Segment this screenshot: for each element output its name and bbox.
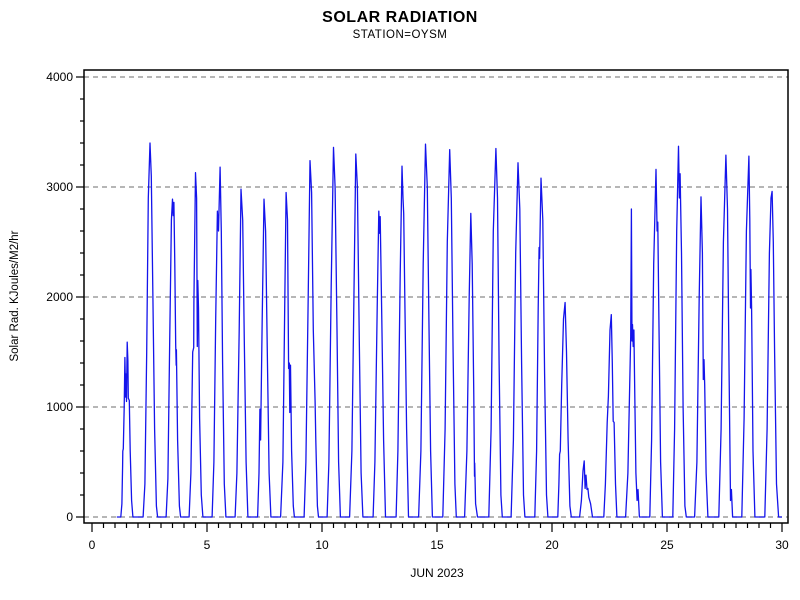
x-axis-ticks-group: [91, 523, 783, 532]
y-tick-label: 2000: [46, 290, 73, 304]
chart-title: SOLAR RADIATION: [322, 9, 478, 26]
y-tick-label: 4000: [46, 70, 73, 84]
x-axis-title: JUN 2023: [410, 566, 464, 580]
x-tick-label: 20: [545, 538, 559, 552]
x-tick-label: 25: [660, 538, 674, 552]
y-tick-label: 3000: [46, 180, 73, 194]
x-tick-label: 30: [775, 538, 789, 552]
x-tick-label: 15: [430, 538, 444, 552]
data-series-group: [116, 142, 782, 518]
y-tick-label: 1000: [46, 400, 73, 414]
chart-subtitle: STATION=OYSM: [353, 29, 448, 41]
y-tick-label: 0: [66, 510, 73, 524]
x-tick-label: 5: [204, 538, 211, 552]
x-tick-label: 0: [89, 538, 96, 552]
y-axis-title: Solar Rad. KJoules/M2/hr: [9, 230, 21, 361]
y-axis-ticks-group: [76, 76, 84, 518]
x-tick-label: 10: [315, 538, 329, 552]
x-axis-labels-group: 0 5 10 15 20 25 30: [89, 538, 789, 552]
y-axis-labels-group: 0 1000 2000 3000 4000: [46, 70, 73, 524]
solar-radiation-line: [116, 142, 782, 518]
